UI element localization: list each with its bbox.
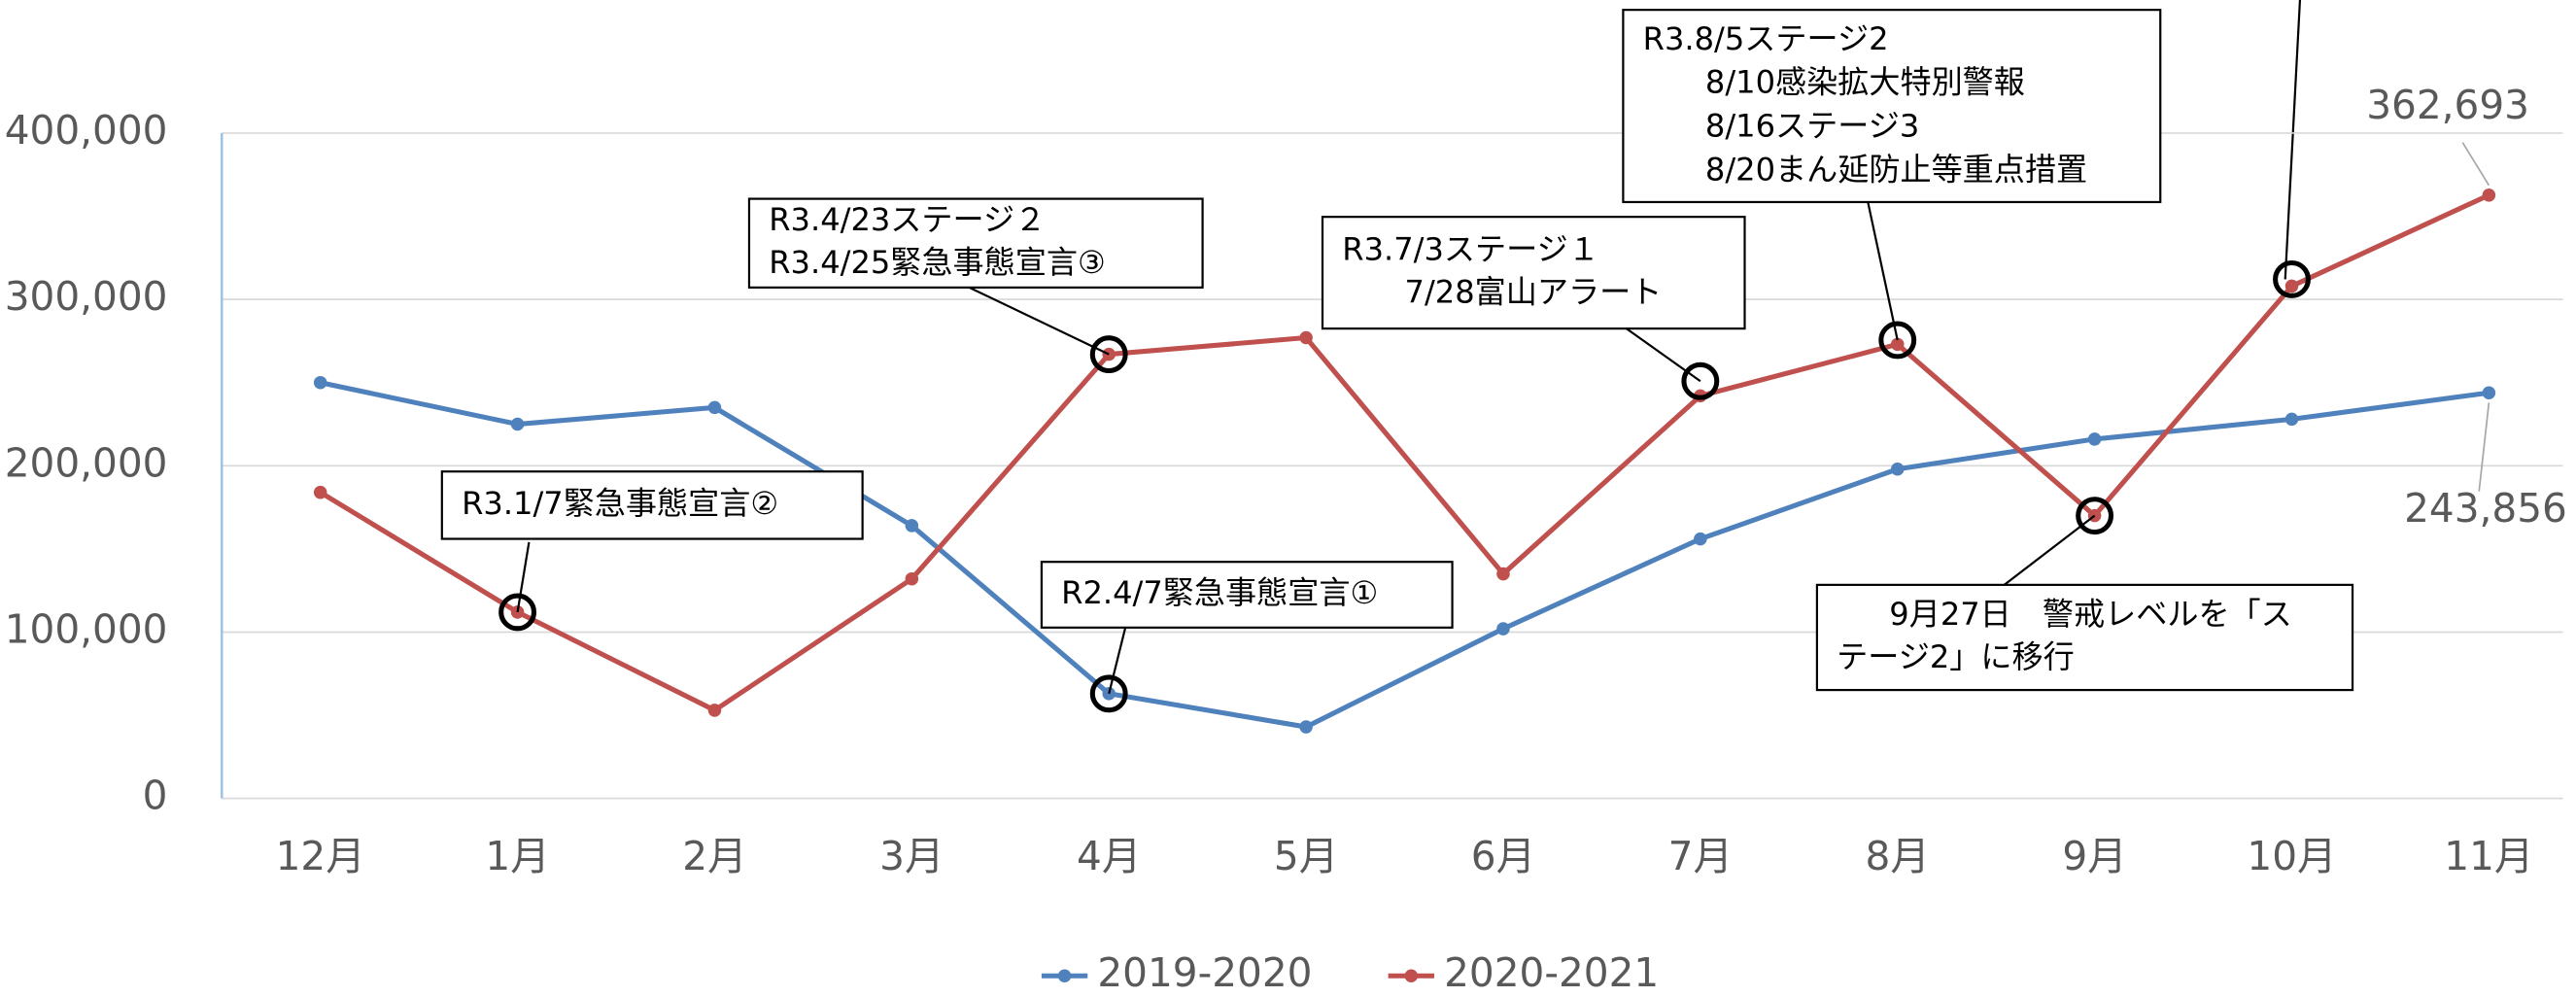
- annotation-marker: [1089, 335, 1128, 374]
- annotation-leader: [516, 541, 531, 613]
- annotation-box: [1321, 216, 1746, 330]
- x-tick-label: 8月: [1866, 833, 1930, 879]
- data-point: [1299, 330, 1313, 345]
- annotation-box: [1040, 561, 1454, 629]
- data-point: [2284, 279, 2299, 293]
- annotation-text: 8/16ステージ3: [1705, 107, 1919, 144]
- annotation-text: R3.4/25緊急事態宣言③: [769, 244, 1106, 281]
- data-point: [905, 571, 919, 586]
- x-tick-label: 3月: [879, 833, 944, 879]
- annotation-marker: [2076, 497, 2114, 535]
- annotation-text: 8/20まん延防止等重点措置: [1705, 151, 2087, 188]
- legend-marker: [1404, 969, 1419, 983]
- annotation-text: R3.1/7緊急事態宣言②: [462, 485, 778, 522]
- data-label: 362,693: [2366, 82, 2529, 128]
- annotation-marker: [498, 593, 537, 632]
- annotation-leader: [1626, 327, 1701, 383]
- annotation-leader: [1108, 627, 1127, 695]
- annotation-box: [1622, 9, 2162, 204]
- annotation-text: R2.4/7緊急事態宣言①: [1061, 574, 1378, 611]
- x-tick-label: 10月: [2247, 833, 2336, 879]
- data-point: [1299, 720, 1313, 734]
- x-tick-label: 5月: [1274, 833, 1338, 879]
- annotation-text: R3.7/3ステージ１: [1342, 231, 1599, 268]
- annotation-box: [747, 197, 1204, 289]
- data-point: [2482, 189, 2496, 202]
- x-tick-label: 11月: [2444, 833, 2533, 879]
- legend-label: 2019-2020: [1097, 949, 1312, 993]
- annotation-leader: [1867, 201, 1899, 341]
- data-point: [707, 400, 722, 415]
- x-tick-label: 6月: [1471, 833, 1535, 879]
- data-point: [2482, 386, 2496, 399]
- annotation-leader: [969, 286, 1110, 356]
- x-tick-label: 9月: [2062, 833, 2126, 879]
- data-point: [707, 704, 722, 717]
- label-leader: [2461, 142, 2490, 187]
- annotation-marker: [1681, 361, 1720, 400]
- annotation-text: 8/10感染拡大特別警報: [1705, 64, 2025, 101]
- data-point: [2284, 412, 2299, 427]
- annotation-text: R3.4/23ステージ２: [769, 201, 1046, 238]
- data-point: [510, 417, 525, 431]
- annotation-marker: [2273, 259, 2311, 298]
- y-tick-label: 0: [143, 773, 168, 819]
- data-point: [1496, 567, 1510, 581]
- legend-marker: [1057, 969, 1072, 983]
- y-tick-label: 400,000: [5, 107, 168, 154]
- x-tick-label: 4月: [1077, 833, 1141, 879]
- annotation-leader: [2003, 514, 2096, 586]
- x-tick-label: 7月: [1668, 833, 1733, 879]
- legend-label: 2020-2021: [1444, 949, 1659, 993]
- annotation-text: 9月27日 警戒レベルを「ス: [1889, 596, 2292, 633]
- annotation-marker: [1089, 674, 1128, 713]
- data-label: 243,856: [2404, 485, 2567, 532]
- data-point: [1890, 462, 1905, 476]
- data-point: [905, 519, 919, 533]
- annotation-box: [1815, 583, 2354, 692]
- data-point: [1890, 337, 1905, 352]
- label-leader: [2478, 402, 2490, 492]
- series-line: [320, 380, 2490, 730]
- series-line: [319, 192, 2490, 713]
- annotation-text: 7/28富山アラート: [1405, 274, 1663, 311]
- annotation-marker: [1878, 321, 1917, 360]
- x-tick-label: 2月: [682, 833, 746, 879]
- data-point: [2087, 432, 2102, 446]
- x-tick-label: 12月: [276, 833, 365, 879]
- y-tick-label: 100,000: [5, 605, 168, 652]
- annotation-leader: [2284, 0, 2302, 280]
- annotation-text: R3.8/5ステージ2: [1643, 20, 1889, 57]
- data-point: [1496, 622, 1510, 636]
- y-tick-label: 200,000: [5, 439, 168, 486]
- data-point: [313, 375, 327, 390]
- annotation-text: テージ2」に移行: [1837, 638, 2075, 675]
- data-point: [313, 485, 327, 499]
- x-tick-label: 1月: [485, 833, 549, 879]
- data-point: [1694, 532, 1707, 546]
- annotation-box: [440, 470, 864, 540]
- y-tick-label: 300,000: [5, 273, 168, 320]
- data-point: [510, 605, 525, 619]
